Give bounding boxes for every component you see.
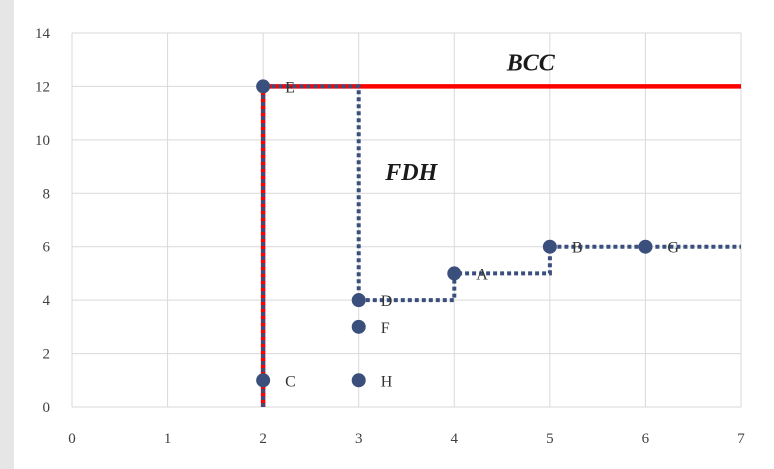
annotations: BCC FDH: [384, 50, 555, 186]
data-point: [638, 239, 653, 254]
x-tick-label: 0: [68, 431, 76, 447]
x-tick-label: 7: [737, 431, 745, 447]
y-tick-label: 4: [43, 293, 51, 309]
point-label: H: [381, 373, 393, 390]
annotation-label: FDH: [384, 160, 438, 186]
x-tick-label: 2: [259, 431, 267, 447]
x-tick-label: 5: [546, 431, 554, 447]
data-point: [256, 373, 271, 388]
annotation-label: BCC: [506, 50, 556, 76]
point-label: F: [381, 320, 390, 337]
point-label: D: [381, 293, 393, 310]
y-tick-label: 8: [43, 186, 51, 202]
data-point: [351, 319, 366, 334]
y-tick-label: 12: [35, 79, 50, 95]
data-point: [256, 79, 271, 94]
grid: [72, 32, 742, 407]
data-point: [351, 373, 366, 388]
frontier-fdh: [261, 84, 741, 407]
data-points: E C DF H A B G: [256, 79, 679, 390]
x-tick-label: 4: [451, 431, 459, 447]
x-tick-label: 1: [164, 431, 172, 447]
x-tick-label: 3: [355, 431, 363, 447]
x-tick-label: 6: [642, 431, 650, 447]
point-label: B: [572, 240, 583, 257]
data-point: [447, 266, 462, 281]
y-tick-label: 2: [43, 347, 51, 363]
data-point: [351, 293, 366, 308]
point-label: E: [285, 79, 295, 96]
y-tick-label: 0: [43, 400, 51, 416]
data-point: [542, 239, 557, 254]
y-tick-label: 14: [35, 26, 51, 42]
y-tick-label: 6: [43, 240, 51, 256]
y-tick-label: 10: [35, 133, 50, 149]
point-label: G: [667, 240, 679, 257]
point-label: A: [476, 266, 488, 283]
point-label: C: [285, 373, 296, 390]
